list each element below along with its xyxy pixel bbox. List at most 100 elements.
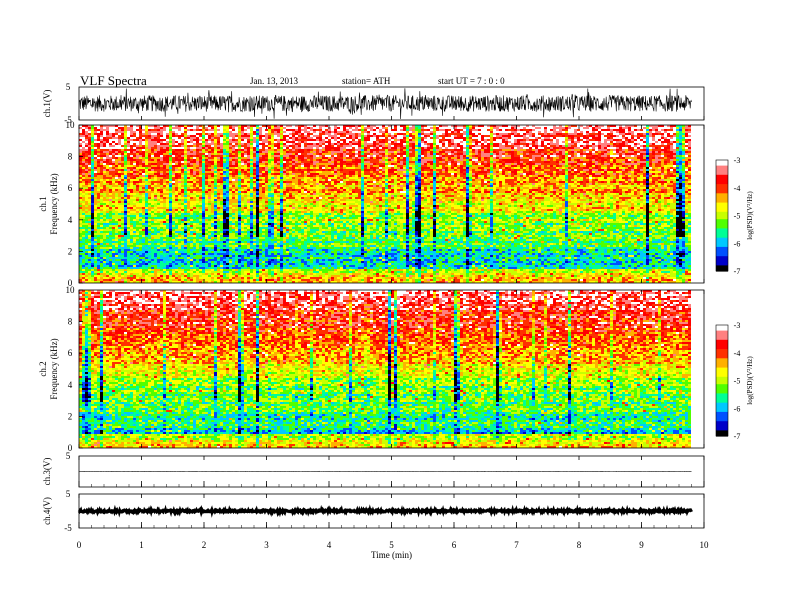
psd-cell [241,269,244,271]
psd-cell [214,237,217,239]
psd-cell [157,247,160,249]
psd-cell [256,165,259,167]
psd-cell [154,161,157,163]
psd-cell [265,211,268,213]
psd-cell [97,213,100,215]
psd-cell [115,151,118,153]
psd-cell [253,143,256,145]
psd-cell [103,207,106,209]
psd-cell [91,139,94,141]
psd-cell [187,233,190,235]
psd-cell [208,185,211,187]
psd-cell [91,137,94,139]
psd-cell [154,219,157,221]
psd-cell [118,127,121,129]
psd-cell [172,273,175,275]
psd-cell [88,199,91,201]
psd-cell [172,251,175,253]
psd-cell [142,129,145,131]
psd-cell [232,217,235,219]
psd-cell [139,151,142,153]
psd-cell [187,177,190,179]
psd-cell [100,267,103,269]
psd-cell [238,169,241,171]
psd-cell [103,217,106,219]
psd-cell [205,155,208,157]
psd-cell [157,277,160,279]
psd-cell [205,227,208,229]
psd-cell [127,159,130,161]
psd-cell [166,271,169,273]
psd-cell [163,275,166,277]
psd-cell [142,273,145,275]
psd-cell [181,263,184,265]
psd-cell [151,261,154,263]
psd-cell [250,197,253,199]
psd-cell [259,241,262,243]
psd-cell [106,239,109,241]
psd-cell [265,261,268,263]
psd-cell [88,207,91,209]
psd-cell [214,149,217,151]
psd-cell [253,223,256,225]
psd-cell [211,247,214,249]
psd-cell [241,231,244,233]
psd-cell [160,231,163,233]
psd-cell [97,201,100,203]
psd-cell [157,267,160,269]
psd-cell [181,211,184,213]
psd-cell [172,209,175,211]
psd-cell [103,133,106,135]
psd-cell [127,129,130,131]
psd-cell [127,221,130,223]
psd-cell [238,243,241,245]
psd-cell [124,141,127,143]
psd-cell [145,271,148,273]
psd-cell [94,145,97,147]
psd-cell [175,183,178,185]
psd-cell [148,231,151,233]
psd-cell [226,133,229,135]
psd-cell [118,129,121,131]
psd-cell [79,261,82,263]
psd-cell [121,221,124,223]
psd-cell [184,239,187,241]
psd-cell [220,239,223,241]
psd-cell [184,223,187,225]
psd-cell [181,181,184,183]
psd-cell [193,149,196,151]
psd-cell [229,191,232,193]
psd-cell [97,157,100,159]
psd-cell [250,231,253,233]
psd-cell [265,203,268,205]
psd-cell [223,127,226,129]
psd-cell [136,201,139,203]
psd-cell [223,133,226,135]
psd-cell [124,225,127,227]
psd-cell [121,215,124,217]
psd-cell [253,165,256,167]
psd-cell [259,177,262,179]
psd-cell [157,245,160,247]
psd-cell [265,217,268,219]
psd-cell [223,275,226,277]
psd-cell [154,137,157,139]
psd-cell [163,249,166,251]
psd-cell [136,243,139,245]
psd-cell [163,157,166,159]
psd-cell [184,179,187,181]
psd-cell [253,167,256,169]
psd-cell [199,227,202,229]
psd-cell [187,163,190,165]
psd-cell [190,135,193,137]
psd-cell [91,187,94,189]
psd-cell [190,199,193,201]
psd-cell [199,223,202,225]
psd-cell [220,217,223,219]
psd-cell [109,175,112,177]
psd-cell [160,217,163,219]
psd-cell [166,231,169,233]
psd-cell [181,127,184,129]
psd-cell [190,233,193,235]
psd-cell [130,229,133,231]
